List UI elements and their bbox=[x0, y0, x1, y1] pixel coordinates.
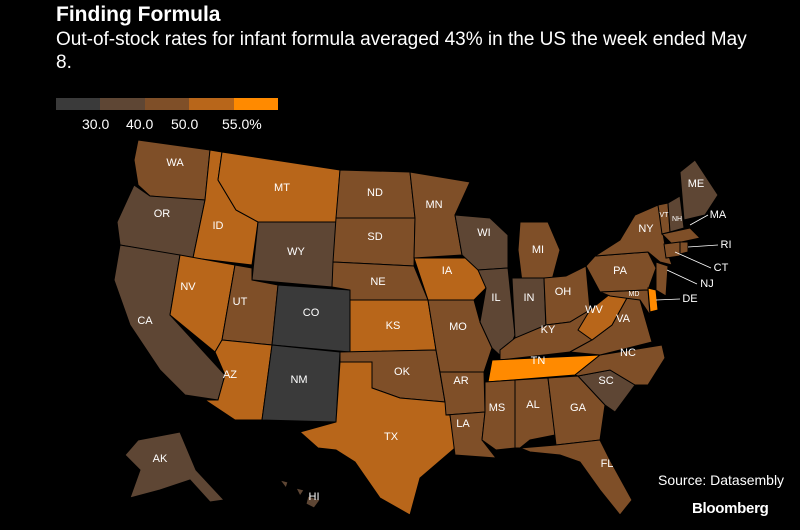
state-label: MN bbox=[425, 199, 442, 211]
state-label: CA bbox=[137, 315, 153, 327]
state-label: KY bbox=[541, 324, 556, 336]
map-title: Finding Formula bbox=[56, 3, 221, 26]
state-fl bbox=[519, 439, 633, 516]
state-label: MI bbox=[532, 244, 544, 256]
state-label: AZ bbox=[223, 369, 237, 381]
state-label: IL bbox=[491, 292, 500, 304]
state-label: MD bbox=[629, 291, 640, 298]
state-label: OR bbox=[154, 208, 171, 220]
state-ms bbox=[481, 379, 516, 451]
state-label: VT bbox=[660, 212, 670, 219]
state-il bbox=[477, 267, 516, 361]
state-ma bbox=[660, 227, 702, 245]
state-label: AL bbox=[526, 399, 539, 411]
state-tx bbox=[298, 361, 456, 516]
state-label: ID bbox=[213, 220, 224, 232]
state-label: KS bbox=[386, 320, 401, 332]
color-legend bbox=[56, 98, 278, 110]
state-label: NC bbox=[620, 347, 636, 359]
legend-label: 30.0 bbox=[82, 116, 110, 132]
state-label: LA bbox=[456, 418, 470, 430]
state-label: WY bbox=[287, 246, 305, 258]
state-md bbox=[599, 289, 651, 317]
state-label: TX bbox=[384, 431, 399, 443]
state-label: RI bbox=[721, 239, 732, 251]
state-label: WA bbox=[166, 157, 184, 169]
state-label: ND bbox=[367, 187, 383, 199]
state-ct bbox=[663, 241, 681, 259]
state-label: SC bbox=[598, 375, 613, 387]
state-label: VA bbox=[616, 313, 631, 325]
state-label: NV bbox=[180, 281, 196, 293]
legend-swatch bbox=[56, 98, 101, 110]
state-label: AK bbox=[153, 453, 168, 465]
source-note: Source: Datasembly bbox=[658, 472, 785, 488]
state-label: NJ bbox=[700, 278, 713, 290]
state-label: WI bbox=[477, 227, 490, 239]
state-ak bbox=[124, 431, 226, 503]
legend-label: 50.0 bbox=[171, 116, 199, 132]
state-ri bbox=[679, 241, 689, 255]
legend-swatch bbox=[189, 98, 234, 110]
legend-swatch bbox=[233, 98, 278, 110]
map-subtitle: Out-of-stock rates for infant formula av… bbox=[56, 29, 747, 73]
state-label: FL bbox=[601, 458, 614, 470]
state-hi bbox=[278, 479, 321, 509]
state-label: MS bbox=[489, 402, 506, 414]
state-label: NE bbox=[370, 276, 385, 288]
state-label: IN bbox=[524, 292, 535, 304]
legend-label: 40.0 bbox=[126, 116, 154, 132]
state-label: IA bbox=[442, 265, 453, 277]
state-label: CO bbox=[303, 307, 320, 319]
state-label: GA bbox=[570, 402, 587, 414]
state-label: TN bbox=[531, 355, 546, 367]
state-label: SD bbox=[367, 231, 382, 243]
state-nh bbox=[667, 195, 685, 233]
state-wa bbox=[133, 139, 211, 201]
state-nj bbox=[655, 261, 669, 297]
state-label: ME bbox=[688, 178, 705, 190]
state-mo bbox=[427, 299, 493, 373]
state-de bbox=[647, 287, 659, 313]
state-label: NM bbox=[290, 374, 307, 386]
state-label: AR bbox=[453, 375, 468, 387]
state-label: OK bbox=[394, 366, 411, 378]
state-label: NH bbox=[672, 216, 682, 223]
state-ga bbox=[547, 375, 606, 446]
legend-labels: 30.0 40.0 50.0 55.0% bbox=[56, 116, 286, 134]
label-leader-lines bbox=[655, 214, 719, 301]
legend-swatch bbox=[100, 98, 145, 110]
state-label: CT bbox=[714, 262, 729, 274]
state-label: MO bbox=[449, 321, 467, 333]
state-label: NY bbox=[638, 223, 654, 235]
bloomberg-logo: Bloomberg bbox=[692, 500, 769, 517]
state-label: MT bbox=[274, 182, 290, 194]
legend-swatch bbox=[144, 98, 190, 110]
state-me bbox=[679, 159, 719, 221]
state-label: DE bbox=[682, 293, 697, 305]
state-label: PA bbox=[613, 265, 628, 277]
state-label: OH bbox=[555, 286, 572, 298]
state-label: HI bbox=[309, 491, 320, 503]
state-nc bbox=[573, 344, 666, 386]
state-label: UT bbox=[233, 296, 248, 308]
state-label: MA bbox=[710, 209, 727, 221]
legend-label: 55.0% bbox=[222, 116, 262, 132]
state-label: WV bbox=[585, 304, 603, 316]
